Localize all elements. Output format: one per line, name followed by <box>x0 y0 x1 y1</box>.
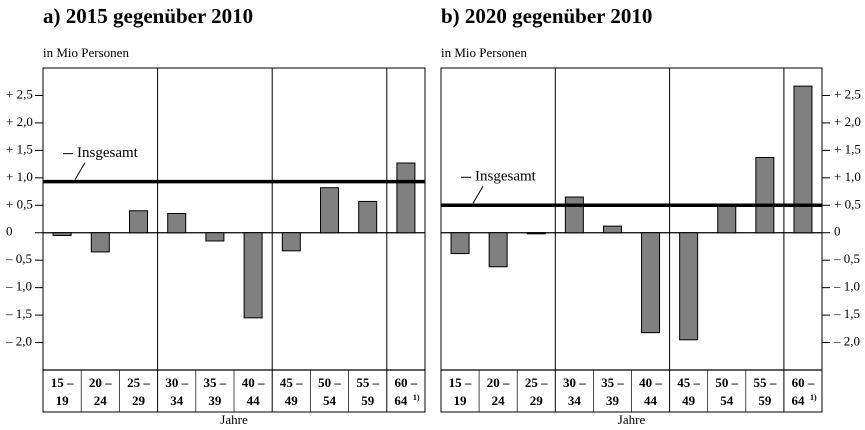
y-tick-label: – 1,0 <box>5 279 32 294</box>
x-tick-label: 25 – <box>525 375 548 390</box>
x-tick-label: 40 – <box>242 375 265 390</box>
bar <box>564 196 584 234</box>
bar <box>205 232 225 242</box>
x-tick-label: 50 – <box>715 375 738 390</box>
y-axis-label: in Mio Personen <box>43 45 129 60</box>
x-tick-label: 64 <box>791 393 805 408</box>
reference-label: Insgesamt <box>77 145 139 161</box>
y-tick-label: + 1,0 <box>834 169 861 184</box>
y-tick-label: + 0,5 <box>6 196 33 211</box>
y-tick-label: + 2,0 <box>834 114 861 129</box>
bar <box>679 232 699 341</box>
bar <box>717 205 737 234</box>
bar <box>450 232 470 255</box>
x-tick-label: 30 – <box>165 375 188 390</box>
x-tick-label: 19 <box>454 393 468 408</box>
x-tick-label: 29 <box>530 393 544 408</box>
y-tick-label: – 1,5 <box>5 306 32 321</box>
bar <box>526 232 546 235</box>
footnote-marker: 1) <box>810 393 817 402</box>
y-tick-label: + 1,5 <box>6 141 33 156</box>
x-tick-label: 15 – <box>449 375 472 390</box>
y-tick-label: + 2,5 <box>6 86 33 101</box>
reference-leader <box>472 186 484 204</box>
bar <box>755 157 775 234</box>
x-tick-label: 54 <box>720 393 734 408</box>
x-tick-label: 44 <box>644 393 658 408</box>
bar <box>243 232 263 319</box>
y-tick-label: + 1,5 <box>834 141 861 156</box>
bar <box>793 85 813 234</box>
x-tick-label: 34 <box>568 393 582 408</box>
bar <box>281 232 301 252</box>
chart-title: a) 2015 gegenüber 2010 <box>43 4 253 28</box>
x-tick-label: 60 – <box>792 375 815 390</box>
x-tick-label: 55 – <box>753 375 776 390</box>
y-tick-label: – 2,0 <box>5 334 32 349</box>
x-tick-label: 20 – <box>89 375 112 390</box>
reference-label: Insgesamt <box>475 169 537 185</box>
x-tick-label: 39 <box>606 393 620 408</box>
bar <box>129 210 148 234</box>
y-tick-label: + 0,5 <box>834 196 861 211</box>
x-tick-label: 54 <box>323 393 337 408</box>
bar <box>396 162 416 234</box>
x-axis-label: Jahre <box>220 412 248 427</box>
y-axis-label: in Mio Personen <box>441 45 527 60</box>
x-tick-label: 59 <box>758 393 772 408</box>
x-tick-label: 50 – <box>318 375 341 390</box>
x-tick-label: 19 <box>56 393 70 408</box>
x-tick-label: 49 <box>285 393 299 408</box>
x-tick-label: 24 <box>94 393 108 408</box>
bar <box>52 232 72 236</box>
y-tick-label: + 2,5 <box>834 86 861 101</box>
x-tick-label: 64 <box>394 393 408 408</box>
x-tick-label: 45 – <box>677 375 700 390</box>
x-axis-label: Jahre <box>618 412 646 427</box>
chart-title: b) 2020 gegenüber 2010 <box>441 4 652 28</box>
bar <box>488 232 508 268</box>
x-tick-label: 45 – <box>280 375 303 390</box>
bar <box>602 225 622 234</box>
x-tick-label: 40 – <box>639 375 662 390</box>
x-tick-label: 15 – <box>51 375 74 390</box>
y-tick-label: + 2,0 <box>6 114 33 129</box>
x-tick-label: 35 – <box>601 375 624 390</box>
x-tick-label: 35 – <box>204 375 227 390</box>
x-tick-label: 44 <box>247 393 261 408</box>
x-tick-label: 24 <box>492 393 506 408</box>
y-tick-label: – 0,5 <box>833 251 860 266</box>
x-tick-label: 34 <box>170 393 184 408</box>
x-tick-label: 25 – <box>127 375 150 390</box>
bar <box>90 232 110 253</box>
x-tick-label: 55 – <box>356 375 379 390</box>
y-tick-label: – 1,0 <box>833 279 860 294</box>
x-tick-label: 60 – <box>395 375 418 390</box>
y-tick-label: – 1,5 <box>833 306 860 321</box>
y-tick-label: 0 <box>6 224 13 239</box>
x-tick-label: 49 <box>682 393 696 408</box>
y-tick-label: – 2,0 <box>833 334 860 349</box>
footnote-marker: 1) <box>413 393 420 402</box>
y-tick-label: – 0,5 <box>5 251 32 266</box>
x-tick-label: 39 <box>208 393 222 408</box>
reference-leader <box>74 162 86 180</box>
x-tick-label: 30 – <box>563 375 586 390</box>
bar <box>641 232 661 334</box>
bar <box>358 200 378 234</box>
y-tick-label: + 1,0 <box>6 169 33 184</box>
x-tick-label: 20 – <box>487 375 510 390</box>
x-tick-label: 29 <box>132 393 146 408</box>
bar <box>167 213 187 234</box>
x-tick-label: 59 <box>361 393 375 408</box>
y-tick-label: 0 <box>834 224 841 239</box>
bar <box>320 187 339 234</box>
